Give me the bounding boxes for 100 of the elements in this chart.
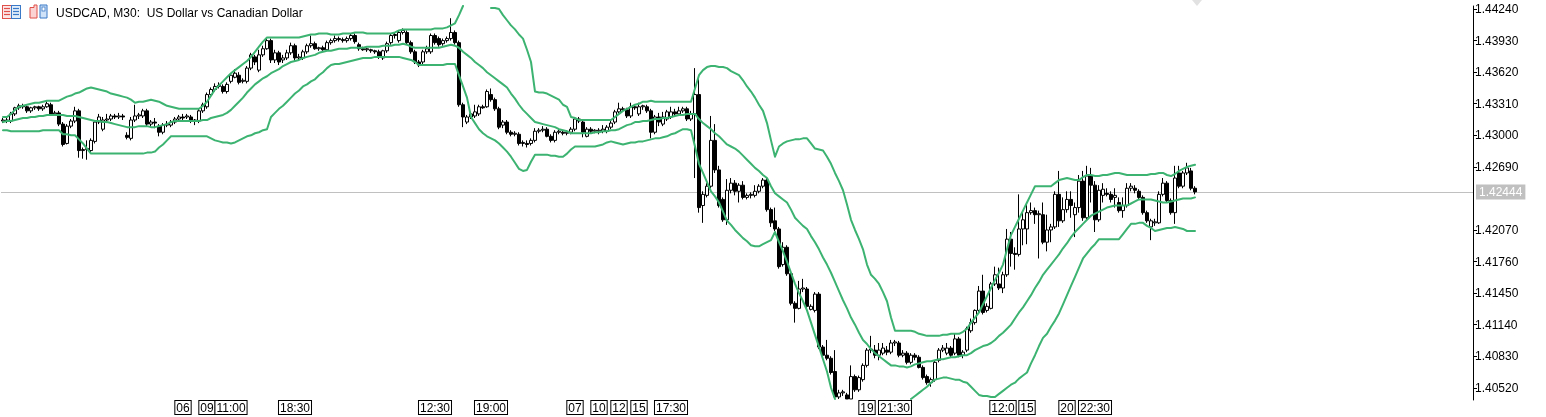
candlestick: [525, 139, 529, 149]
candlestick: [709, 115, 713, 189]
candlestick: [325, 40, 329, 52]
candlestick: [281, 54, 285, 64]
candlestick: [49, 102, 53, 117]
candlestick: [373, 49, 377, 55]
candlestick: [573, 116, 577, 132]
candlestick: [269, 38, 273, 64]
candlestick: [1081, 170, 1085, 222]
y-tick-label: 1.41140: [1475, 317, 1518, 332]
x-tick-label: 06: [176, 401, 190, 415]
candlestick: [677, 106, 681, 117]
candlestick: [229, 72, 233, 84]
candlestick: [237, 71, 241, 85]
candlestick: [649, 108, 653, 139]
x-tick-label: 10: [592, 401, 606, 415]
candlestick: [997, 267, 1001, 291]
candlestick: [909, 352, 913, 365]
candlestick: [177, 114, 181, 122]
candlestick: [1173, 165, 1177, 225]
candlestick: [725, 178, 729, 226]
y-tick-label: 1.40520: [1475, 380, 1519, 395]
candlestick: [37, 105, 41, 112]
candlestick: [933, 359, 937, 383]
candlestick: [317, 46, 321, 52]
candlestick: [849, 364, 853, 400]
candlestick: [1, 117, 5, 124]
candlestick: [349, 32, 353, 42]
candlestick: [741, 180, 745, 200]
candlestick: [505, 119, 509, 135]
candlestick: [33, 105, 37, 111]
candlestick: [477, 104, 481, 117]
candlestick: [181, 113, 185, 121]
candlestick: [553, 129, 557, 143]
y-tick-label: 1.40830: [1475, 349, 1519, 364]
y-tick-label: 1.42690: [1475, 159, 1519, 174]
candlestick: [185, 113, 189, 120]
candlestick: [337, 36, 341, 43]
candlestick: [109, 113, 113, 122]
x-tick-label: 20: [1060, 401, 1074, 415]
candlestick: [153, 117, 157, 129]
candlestick: [321, 45, 325, 52]
candlestick: [541, 125, 545, 133]
y-tick-label: 1.43930: [1475, 33, 1519, 48]
y-tick-label: 1.43000: [1475, 128, 1519, 143]
candlestick: [329, 38, 333, 46]
candlestick: [889, 339, 893, 355]
candlestick: [117, 112, 121, 120]
x-tick-label: 18:30: [279, 401, 311, 415]
candlestick: [369, 48, 373, 54]
candlestick: [561, 129, 565, 136]
x-tick-label: 12: [612, 401, 626, 415]
candlestick: [905, 350, 909, 365]
candlestick: [637, 102, 641, 117]
candlestick: [41, 104, 45, 112]
candlestick: [545, 126, 549, 138]
candlestick: [257, 49, 261, 73]
candlestick: [1057, 170, 1061, 228]
candlestick: [897, 340, 901, 358]
candlestick: [841, 389, 845, 397]
chart-title: USDCAD, M30: US Dollar vs Canadian Dollar: [56, 6, 303, 20]
x-tick-label: 09: [200, 401, 214, 415]
x-tick-label: 15: [1020, 401, 1034, 415]
candlestick: [333, 35, 337, 44]
candlestick: [673, 108, 677, 117]
candlestick: [277, 50, 281, 66]
y-tick-label: 1.43620: [1475, 65, 1519, 80]
candlestick: [945, 342, 949, 356]
candlestick: [881, 342, 885, 356]
candlestick: [25, 105, 29, 114]
candlestick: [353, 32, 357, 45]
candlestick: [1113, 187, 1117, 209]
x-tick-label: 12:30: [419, 401, 451, 415]
x-tick-label: 11:00: [216, 401, 246, 415]
y-tick-label: 1.41450: [1475, 286, 1519, 301]
candlestick: [581, 119, 585, 138]
x-tick-label: 21:30: [879, 401, 911, 415]
candlestick: [437, 36, 441, 48]
candlestick: [293, 43, 297, 62]
candlestick: [29, 106, 33, 114]
candlestick: [421, 49, 425, 65]
candlestick: [121, 113, 125, 121]
x-tick-label: 17:30: [655, 401, 687, 415]
candlestick: [473, 104, 477, 119]
ref-line-label: 1.42444: [1479, 184, 1523, 199]
candlestick: [589, 126, 593, 134]
candlestick: [221, 83, 225, 95]
x-tick-label: 19:00: [475, 401, 507, 415]
y-tick-label: 1.42070: [1475, 222, 1519, 237]
candlestick: [877, 342, 881, 361]
candlestick: [289, 42, 293, 56]
candlestick: [1085, 165, 1089, 221]
candlestick: [449, 17, 453, 42]
candlestick: [365, 47, 369, 53]
candlestick: [113, 113, 117, 120]
candlestick: [1189, 167, 1193, 191]
x-tick-label: 12:0: [991, 401, 1015, 415]
candlestick: [341, 37, 345, 44]
y-tick-label: 1.41760: [1475, 254, 1519, 269]
y-tick-label: 1.43310: [1475, 96, 1519, 111]
